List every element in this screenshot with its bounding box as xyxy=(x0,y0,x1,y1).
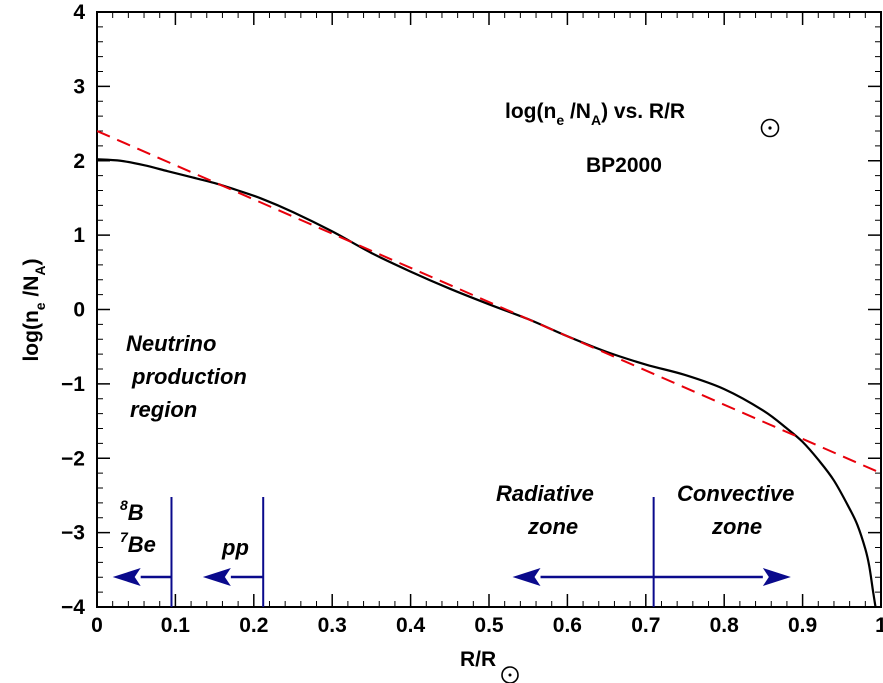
y-tick-label: −1 xyxy=(61,373,85,396)
y-tick-label: 0 xyxy=(73,299,85,322)
annotation-radiative: Radiative zone xyxy=(496,481,600,539)
annotation-convective: Convective zone xyxy=(677,481,801,539)
y-tick-label: −2 xyxy=(61,447,85,470)
y-tick-label: 1 xyxy=(73,224,85,247)
x-tick-label: 1 xyxy=(875,614,883,637)
x-label-sun-symbol xyxy=(501,666,519,683)
chart-subtitle: BP2000 xyxy=(586,154,662,177)
x-tick-label: 0.1 xyxy=(161,614,191,637)
annotation-neutrino: Neutrino production region xyxy=(126,331,253,422)
zone-markers xyxy=(112,497,791,607)
plot-frame xyxy=(96,11,882,608)
x-tick-label: 0 xyxy=(91,614,103,637)
title-sun-symbol xyxy=(760,118,780,138)
y-tick-label: 2 xyxy=(73,150,85,173)
arrow-head xyxy=(762,568,791,586)
y-tick-label: 4 xyxy=(73,1,85,24)
series-line-fit xyxy=(97,130,881,475)
x-tick-label: 0.9 xyxy=(788,614,817,637)
chart-title: log(ne /NA) vs. R/R xyxy=(505,100,685,128)
x-tick-label: 0.6 xyxy=(553,614,582,637)
x-tick-label: 0.3 xyxy=(318,614,347,637)
axis-ticks xyxy=(96,11,882,608)
x-tick-label: 0.5 xyxy=(474,614,504,637)
x-axis-label: R/R xyxy=(460,648,496,671)
series-group xyxy=(97,130,881,607)
y-tick-label: −4 xyxy=(61,596,85,619)
y-tick-label: 3 xyxy=(73,75,85,98)
x-tick-label: 0.8 xyxy=(710,614,740,637)
tick-labels: 0 0.1 0.2 0.3 0.4 0.5 0.6 0.7 0.8 0.9 1 −4 −3 −2 −1 0 1 2… xyxy=(61,1,883,637)
y-axis-label: log(ne /NA) xyxy=(20,258,48,361)
arrow-head xyxy=(512,568,541,586)
annotation-b8: 8B xyxy=(120,497,144,525)
annotation-be7: 7Be xyxy=(120,529,156,557)
annotation-pp: pp xyxy=(221,535,249,560)
x-tick-label: 0.4 xyxy=(396,614,426,637)
x-tick-label: 0.2 xyxy=(239,614,268,637)
y-tick-label: −3 xyxy=(61,522,85,545)
arrow-head xyxy=(112,568,141,586)
arrow-head xyxy=(202,568,231,586)
x-tick-label: 0.7 xyxy=(631,614,660,637)
